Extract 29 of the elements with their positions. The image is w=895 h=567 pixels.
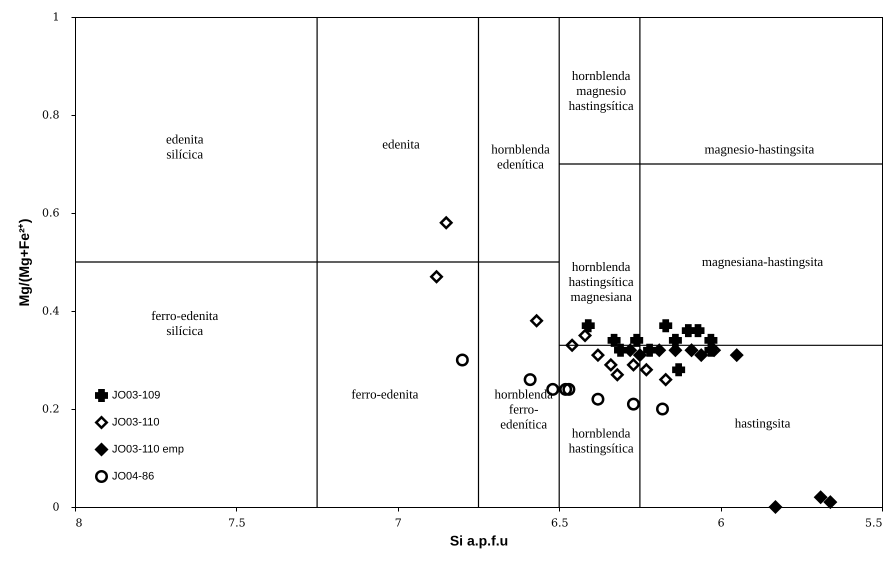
legend-label: JO04-86	[112, 470, 154, 482]
annotation: edenita	[382, 136, 420, 152]
annotation: magnesio-hastingsita	[704, 141, 814, 156]
y-axis-title: Mg/(Mg+Fe²⁺)	[16, 218, 32, 306]
annotation: magnesiana-hastingsita	[702, 254, 824, 269]
annotation: hornblenda hastingsítica	[568, 426, 634, 456]
legend-label: JO03-110 emp	[112, 444, 184, 456]
x-tick-label: 7	[394, 516, 402, 530]
y-tick-label: 0.4	[42, 304, 60, 318]
annotation: hornblenda hastingsítica magnesiana	[568, 258, 634, 304]
legend-label: JO03-109	[112, 390, 160, 402]
x-tick-label: 6.5	[550, 516, 568, 530]
x-tick-label: 5.5	[865, 516, 882, 530]
y-tick-label: 1	[52, 10, 60, 24]
x-tick-label: 6	[718, 516, 725, 530]
y-tick-label: 0.8	[42, 108, 60, 122]
x-axis-title: Si a.p.f.u	[450, 532, 508, 548]
legend-label: JO03-110	[112, 416, 160, 428]
y-tick-label: 0.2	[42, 402, 60, 416]
x-tick-label: 8	[76, 516, 82, 530]
y-tick-label: 0	[52, 500, 60, 514]
annotation: edenita silícica	[166, 132, 204, 162]
annotation: ferro-edenita	[351, 386, 419, 402]
annotation: ferro-edenita silícica	[151, 308, 219, 338]
x-tick-label: 7.5	[228, 516, 246, 530]
annotation: hastingsita	[734, 416, 791, 431]
annotation: hornblenda edenítica	[491, 141, 550, 172]
annotation: hornblenda magnesio hastingsítica	[568, 68, 634, 113]
y-tick-label: 0.6	[42, 206, 60, 220]
